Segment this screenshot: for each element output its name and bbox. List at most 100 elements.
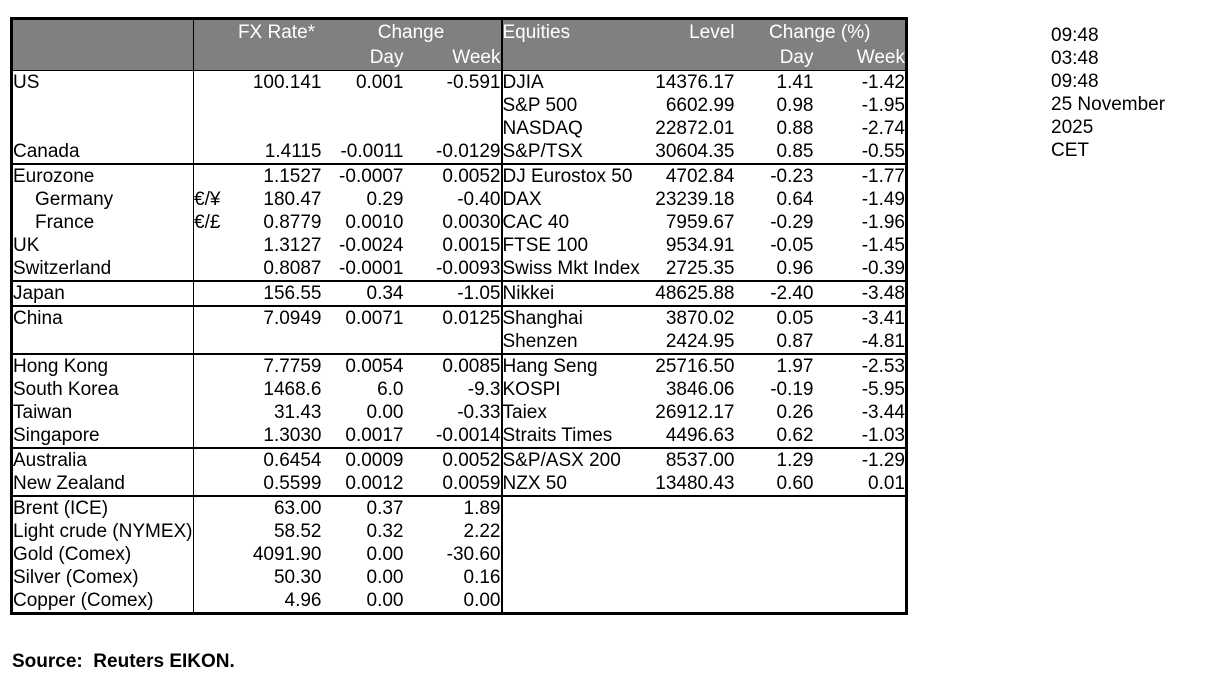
eq-week-cell: -1.96: [861, 212, 905, 233]
fx-label-cell: Germany: [11, 188, 194, 211]
table-row: US 100.141 0.001 -0.591 DJIA 14376.17 1.41 -1.4…: [11, 70, 907, 95]
fx-label-cell: China: [11, 305, 194, 330]
fx-label-cell: Taiwan: [11, 401, 194, 424]
eq-name-cell: S&P/ASX 200: [501, 447, 650, 472]
eq-day-cell: -0.23: [734, 163, 814, 188]
eq-level-cell: 2424.95: [665, 331, 735, 352]
eq-day-cell: 0.05: [734, 305, 814, 330]
fx-week-cell: [403, 94, 503, 117]
table-row: Japan 156.55 0.34 -1.05 Nikkei 48625.88 -2.40-…: [11, 280, 907, 306]
table-row: Copper (Comex) 4.96 0.00 0.00: [11, 589, 907, 614]
timestamp-line: 09:48: [1051, 25, 1099, 46]
eq-day-cell: [734, 495, 814, 520]
fx-label-cell: Light crude (NYMEX): [11, 520, 194, 543]
table-row: France €/£ 0.8779 0.0010 0.0030 CAC 40 7959.67…: [11, 211, 907, 234]
eq-level-cell: 25716.50: [649, 353, 735, 378]
fx-pair-cell: [193, 447, 232, 472]
fx-pair-cell: [194, 520, 232, 543]
fx-day-cell: [322, 330, 404, 354]
fx-rate-cell: 0.5599: [263, 473, 322, 494]
fx-label-cell: [11, 94, 194, 117]
table-row: Eurozone 1.1527 -0.0007 0.0052 DJ Eurostox 5…: [11, 163, 907, 188]
fx-day-cell: 0.001: [355, 72, 404, 93]
fx-week-cell: 2.22: [403, 520, 503, 543]
fx-week-cell: [403, 117, 503, 140]
eq-day-cell: [735, 543, 814, 566]
table-row: China 7.0949 0.0071 0.0125 Shanghai 3870.02 0.…: [11, 305, 907, 330]
fx-day-cell: 0.0009: [321, 447, 404, 472]
date-line: 25 November 2025: [1051, 94, 1166, 138]
fx-rate-cell: 7.0949: [231, 305, 322, 330]
header-blank-5: [649, 44, 735, 71]
fx-pair-cell: [194, 472, 232, 496]
eq-name-cell: NZX 50: [502, 473, 567, 494]
eq-name-cell: Swiss Mkt Index: [502, 258, 640, 279]
eq-day-cell: 0.98: [776, 95, 814, 116]
fx-pair-cell: €/£: [194, 212, 221, 233]
eq-day-cell: [735, 566, 814, 589]
fx-day-cell: 0.0071: [321, 305, 404, 330]
eq-day-cell: 0.64: [776, 189, 814, 210]
fx-day-cell: 0.00: [366, 567, 404, 588]
fx-week-cell: 0.0030: [403, 211, 503, 234]
fx-pair-cell: [194, 234, 232, 257]
fx-pair-cell: [194, 330, 232, 354]
fx-pair-cell: [193, 280, 232, 306]
fx-rate-cell: 0.6454: [231, 447, 322, 472]
table-row: Switzerland 0.8087 -0.0001 -0.0093 Swiss Mkt…: [11, 257, 907, 281]
fx-pair-cell: [194, 543, 232, 566]
fx-rate-cell: 1468.6: [263, 379, 322, 400]
header-level: Level: [689, 21, 735, 43]
fx-week-cell: -1.05: [403, 280, 503, 306]
eq-day-cell: 0.85: [776, 141, 814, 162]
eq-name-cell: Nikkei: [501, 280, 650, 306]
header-eq-week: Week: [813, 44, 907, 71]
eq-week-cell: -3.41: [813, 305, 907, 330]
fx-week-cell: 1.89: [403, 495, 503, 520]
fx-pair-cell: [194, 401, 232, 424]
eq-week-cell: 0.01: [868, 473, 905, 494]
fx-pair-cell: [194, 117, 232, 140]
fx-week-cell: -0.591: [403, 70, 503, 94]
eq-week-cell: -1.95: [861, 95, 905, 116]
eq-week-cell: -2.74: [861, 118, 905, 139]
table-row: UK 1.3127 -0.0024 0.0015 FTSE 100 9534.91 -0.0…: [11, 234, 907, 257]
timestamps: 09:48 03:48 09:48 25 November 2025 CET: [1051, 24, 1209, 162]
timestamp-line: 09:48: [1051, 71, 1099, 92]
eq-level-cell: 3846.06: [665, 379, 735, 400]
eq-day-cell: -0.05: [770, 235, 814, 256]
fx-rate-cell: 0.8087: [263, 258, 322, 279]
eq-name-cell: [502, 543, 650, 566]
fx-day-cell: 0.00: [366, 402, 404, 423]
fx-day-cell: -0.0001: [339, 258, 404, 279]
eq-week-cell: -1.45: [861, 235, 905, 256]
fx-week-cell: 0.0015: [403, 234, 503, 257]
fx-rate-cell: 180.47: [263, 189, 322, 210]
fx-pair-cell: [194, 424, 232, 448]
table-row: Taiwan 31.43 0.00 -0.33 Taiex 26912.17 0.26 -3.…: [11, 401, 907, 424]
fx-pair-cell: [193, 305, 232, 330]
eq-day-cell: -2.40: [734, 280, 814, 306]
fx-pair-cell: [194, 71, 232, 95]
eq-level-cell: 48625.88: [649, 280, 735, 306]
fx-rate-cell: 100.141: [252, 72, 322, 93]
table-row: Light crude (NYMEX) 58.52 0.32 2.22: [11, 520, 907, 543]
eq-week-cell: -4.81: [861, 331, 905, 352]
fx-rate-cell: [232, 117, 322, 140]
eq-level-cell: 30604.35: [655, 141, 735, 162]
header-fx-change: Change: [321, 18, 503, 45]
eq-day-cell: 0.88: [776, 118, 814, 139]
header-blank-2: [193, 44, 232, 71]
fx-label-cell: Canada: [11, 140, 194, 164]
fx-rate-cell: 50.30: [273, 567, 322, 588]
fx-day-cell: 0.0054: [321, 353, 404, 378]
eq-day-cell: 0.96: [776, 258, 814, 279]
fx-day-cell: 0.37: [321, 495, 404, 520]
fx-day-cell: 0.29: [366, 189, 404, 210]
eq-name-cell: Straits Times: [502, 425, 613, 446]
eq-level-cell: [649, 495, 735, 520]
eq-name-cell: DAX: [502, 189, 542, 210]
eq-name-cell: Shenzen: [502, 331, 578, 352]
eq-name-cell: FTSE 100: [502, 235, 589, 256]
eq-week-cell: -1.49: [861, 189, 905, 210]
